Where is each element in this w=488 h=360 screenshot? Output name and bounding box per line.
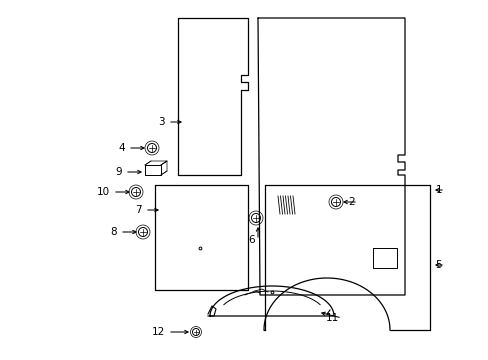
Text: 9: 9 xyxy=(115,167,122,177)
Text: 11: 11 xyxy=(325,313,338,323)
Text: 8: 8 xyxy=(110,227,117,237)
Text: 5: 5 xyxy=(434,260,441,270)
Text: 4: 4 xyxy=(118,143,125,153)
Text: 1: 1 xyxy=(434,185,441,195)
Text: 7: 7 xyxy=(135,205,142,215)
Text: 12: 12 xyxy=(151,327,164,337)
Text: 3: 3 xyxy=(158,117,164,127)
Text: 10: 10 xyxy=(97,187,110,197)
Text: 6: 6 xyxy=(248,235,254,245)
Text: 2: 2 xyxy=(347,197,354,207)
